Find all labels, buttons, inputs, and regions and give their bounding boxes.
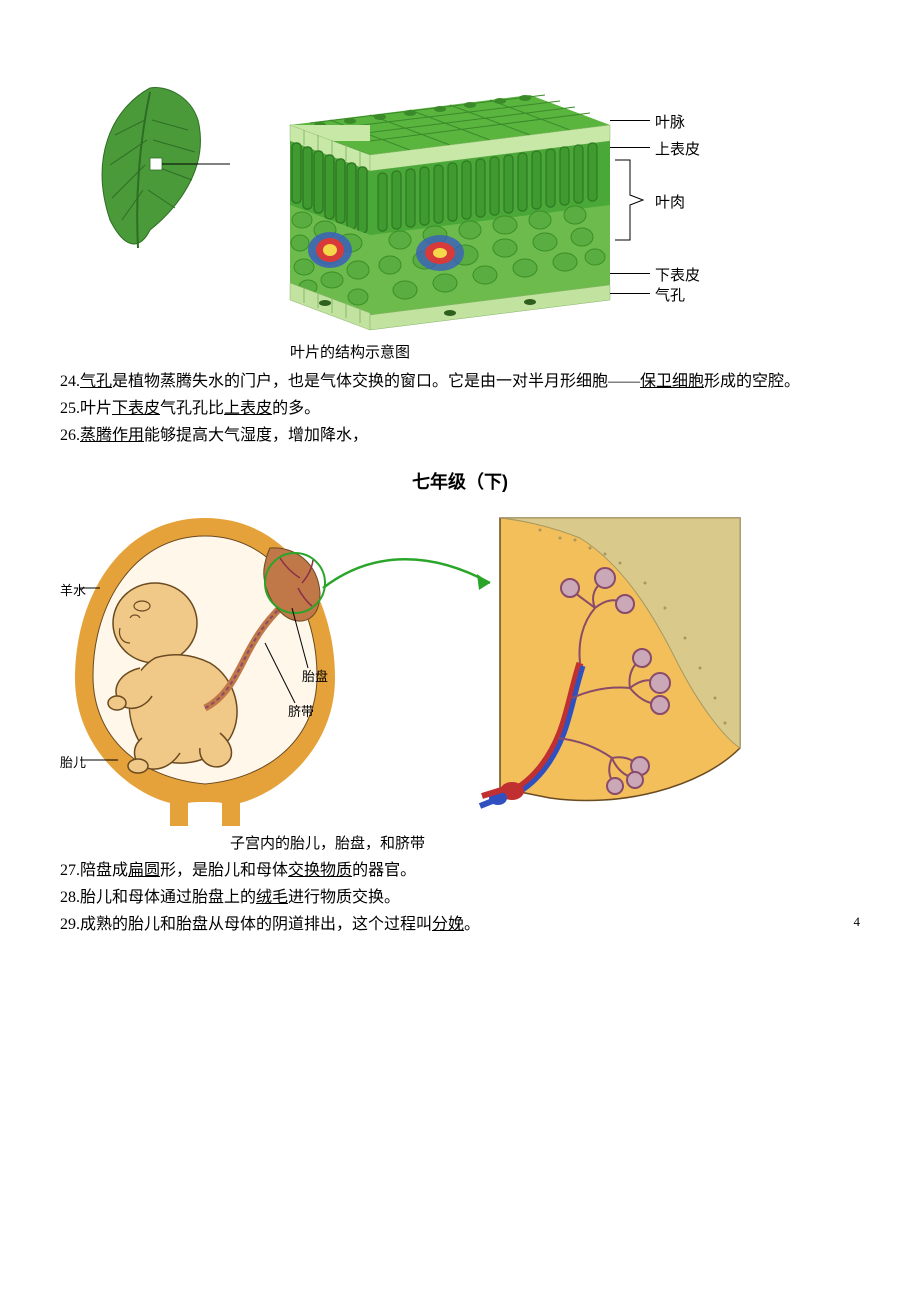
section-title: 七年级（下) xyxy=(60,468,860,494)
fetus-placenta-figure: 羊水 胎儿 胎盘 脐带 xyxy=(60,508,860,828)
line-24: 24.气孔是植物蒸腾失水的门户，也是气体交换的窗口。它是由一对半月形细胞——保卫… xyxy=(60,368,860,395)
label-taier: 胎儿 xyxy=(60,752,86,771)
label-mesophyll: 叶肉 xyxy=(655,191,685,212)
line-27: 27.陪盘成扁圆形，是胎儿和母体交换物质的器官。 xyxy=(60,857,860,884)
label-upper-epidermis: 上表皮 xyxy=(655,138,700,159)
fetus-figure-caption: 子宫内的胎儿，胎盘，和脐带 xyxy=(230,832,860,853)
leaf-cross-section-icon xyxy=(270,75,630,335)
line-29: 29.成熟的胎儿和胎盘从母体的阴道排出，这个过程叫分娩。 4 xyxy=(60,911,860,938)
line-26: 26.蒸腾作用能够提高大气湿度，增加降水， xyxy=(60,422,860,449)
placenta-detail-icon xyxy=(440,508,760,828)
label-stoma: 气孔 xyxy=(655,284,685,305)
label-vein: 叶脉 xyxy=(655,111,685,132)
page: 叶脉 上表皮 叶肉 下表皮 气孔 叶片的结构示意图 24.气孔是植物蒸腾失水的门… xyxy=(0,0,920,978)
line-25: 25.叶片下表皮气孔孔比上表皮的多。 xyxy=(60,395,860,422)
page-number: 4 xyxy=(854,911,861,938)
mesophyll-bracket-icon xyxy=(615,155,655,245)
label-qidai: 脐带 xyxy=(288,701,314,720)
line-28: 28.胎儿和母体通过胎盘上的绒毛进行物质交换。 xyxy=(60,884,860,911)
leaf-figure-caption: 叶片的结构示意图 xyxy=(290,341,860,362)
label-lower-epidermis: 下表皮 xyxy=(655,264,700,285)
leaf-thumbnail-icon xyxy=(80,80,230,260)
leaf-structure-figure: 叶脉 上表皮 叶肉 下表皮 气孔 xyxy=(60,55,860,335)
label-yangshui: 羊水 xyxy=(60,580,86,599)
label-taipan: 胎盘 xyxy=(302,666,328,685)
